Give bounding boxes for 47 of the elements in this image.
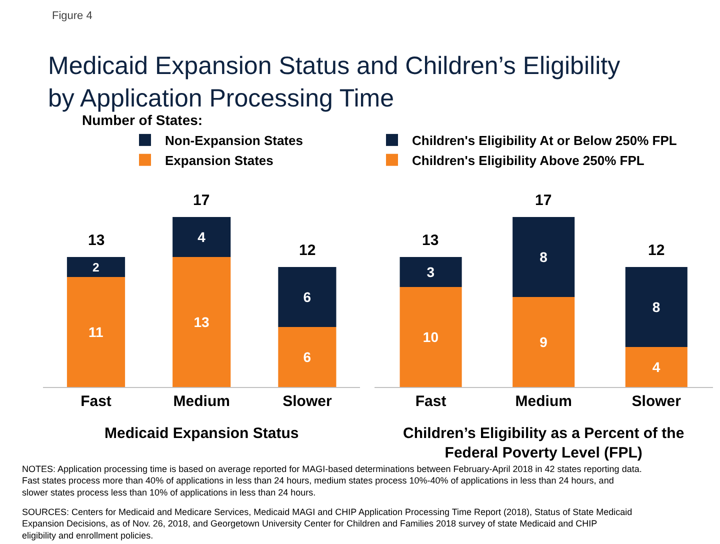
x-tick-label: Slower — [282, 393, 332, 410]
bar — [172, 217, 231, 257]
data-label: 3 — [426, 264, 435, 280]
data-label: 8 — [540, 249, 548, 265]
bar — [172, 257, 231, 387]
bar — [66, 257, 126, 277]
legend-label: Non-Expansion States — [165, 133, 303, 148]
text: NOTES: Application processing time is based on average reported for MAGI-based determinations between February-April 2018 in 42 states reporting data. Fast states process more than 40% of applications in less than 24 hours, medium states process 10%-40% of applications in less than 24 hours, and slower states process less than 10% of applications in less than 24 hours. — [22, 464, 642, 498]
data-label: 2 — [92, 260, 100, 274]
total-label: 17 — [193, 192, 210, 209]
text: Number of States: — [82, 112, 203, 128]
legend-label: Children's Eligibility At or Below 250% FPL — [412, 133, 677, 148]
x-axis-title: Children’s Eligibility as a Percent of the Federal Poverty Level (FPL) — [403, 425, 684, 462]
x-axis-title: Medicaid Expansion Status — [104, 425, 299, 442]
legend-label: Expansion States — [165, 152, 274, 168]
bar — [278, 327, 336, 387]
data-label: 10 — [422, 329, 439, 345]
bar — [278, 267, 336, 327]
bar — [400, 257, 462, 287]
total-label: 12 — [299, 242, 316, 259]
bar — [400, 287, 462, 387]
total-label: 13 — [88, 232, 105, 249]
total-label: 17 — [535, 192, 552, 209]
x-tick-label: Medium — [515, 393, 572, 410]
caption: Figure 4 — [52, 10, 92, 22]
data-label: 9 — [540, 334, 548, 350]
data-label: 4 — [652, 359, 660, 375]
data-label: 13 — [194, 314, 210, 330]
x-tick-label: Fast — [415, 393, 446, 410]
x-tick-label: Medium — [173, 393, 230, 410]
data-label: 8 — [652, 299, 660, 315]
data-label: 6 — [303, 349, 312, 365]
bar — [512, 217, 575, 297]
bar — [625, 267, 688, 347]
bar — [625, 347, 688, 387]
source-note: SOURCES: Centers for Medicaid and Medicare Services, Medicaid MAGI and CHIP Application Processing Time Report (2018), Status of State Medicaid Expansion Decisions, as of Nov. 26, 2018, and Georgetown University Center for Children and Families 2018 survey of state Medicaid and CHIP eligibility and enrollment policies. — [22, 507, 632, 540]
total-label: 12 — [648, 242, 665, 259]
x-tick-label: Slower — [632, 393, 682, 410]
data-label: 6 — [303, 289, 312, 305]
chart-title: Medicaid Expansion Status and Children’s Eligibility by Application Processing Time — [48, 52, 621, 112]
legend-label: Children's Eligibility Above 250% FPL — [412, 152, 644, 168]
data-label: 4 — [198, 229, 206, 245]
bar — [512, 297, 575, 387]
data-label: 11 — [88, 324, 104, 340]
total-label: 13 — [422, 232, 439, 249]
x-tick-label: Fast — [80, 393, 112, 410]
bar — [66, 277, 126, 387]
